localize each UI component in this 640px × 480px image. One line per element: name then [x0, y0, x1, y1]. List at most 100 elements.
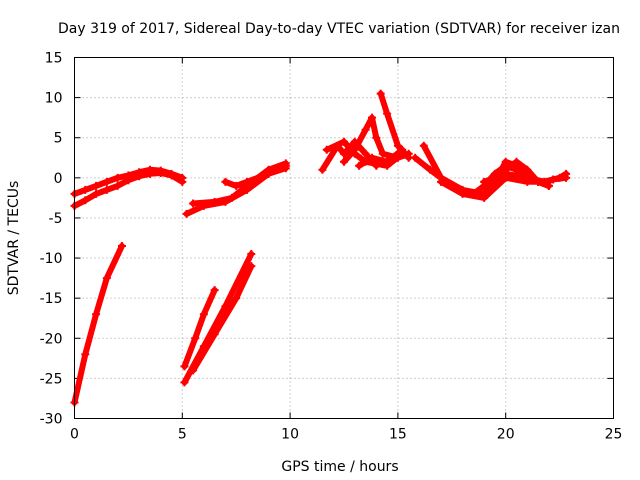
- y-tick-label: 5: [54, 131, 63, 147]
- data-point: [361, 125, 370, 134]
- data-point: [383, 157, 392, 166]
- data-point: [458, 189, 467, 198]
- plot-area: [70, 89, 571, 407]
- x-tick-label: 10: [281, 427, 299, 443]
- x-axis-label: GPS time / hours: [281, 459, 398, 475]
- data-point: [92, 189, 101, 198]
- data-point: [512, 157, 521, 166]
- x-tick-label: 20: [497, 427, 515, 443]
- y-tick-label: 10: [45, 91, 63, 107]
- axes: 0 5 10 15 20 25 -30 -25 -20 -15 -10 -5 0 5 10 15: [40, 51, 623, 443]
- data-point: [411, 153, 420, 162]
- data-series: [180, 286, 219, 371]
- data-point: [102, 185, 111, 194]
- y-tick-label: -25: [40, 371, 63, 387]
- x-tick-label: 5: [178, 427, 187, 443]
- series-trace: [190, 263, 255, 374]
- grid: [74, 57, 614, 419]
- data-point: [340, 149, 348, 158]
- data-point: [264, 169, 273, 178]
- data-point: [81, 185, 90, 194]
- data-point: [232, 294, 241, 303]
- data-point: [281, 164, 290, 173]
- data-point: [156, 169, 165, 178]
- data-point: [221, 177, 230, 186]
- y-tick-label: 0: [54, 171, 63, 187]
- y-tick-label: -15: [40, 291, 63, 307]
- data-point: [113, 181, 122, 190]
- data-point: [210, 286, 219, 295]
- data-point: [523, 173, 532, 182]
- data-point: [81, 196, 90, 205]
- data-series: [540, 173, 571, 186]
- data-point: [350, 145, 359, 154]
- y-tick-label: 15: [45, 51, 63, 67]
- data-point: [189, 366, 198, 375]
- data-point: [135, 172, 144, 181]
- x-tick-label: 15: [389, 427, 407, 443]
- data-point: [480, 177, 489, 186]
- data-point: [189, 199, 198, 208]
- data-point: [167, 171, 176, 180]
- data-point: [501, 157, 510, 166]
- data-point: [199, 310, 208, 319]
- series-trace: [323, 138, 406, 169]
- data-point: [562, 173, 571, 182]
- data-point: [210, 197, 219, 206]
- data-point: [501, 169, 510, 178]
- data-point: [361, 149, 370, 158]
- y-tick-label: -5: [49, 211, 63, 227]
- data-point: [368, 113, 377, 122]
- data-point: [124, 176, 133, 185]
- data-point: [92, 181, 101, 190]
- x-tick-label: 25: [605, 427, 623, 443]
- data-point: [145, 169, 154, 178]
- chart-title: Day 319 of 2017, Sidereal Day-to-day VTE…: [58, 21, 620, 37]
- data-series: [221, 164, 290, 190]
- data-point: [180, 362, 189, 371]
- data-point: [232, 181, 241, 190]
- data-series: [189, 262, 256, 375]
- y-tick-label: -10: [40, 251, 63, 267]
- data-point: [549, 175, 558, 184]
- data-point: [378, 149, 387, 158]
- series-trace: [71, 243, 125, 406]
- series-trace: [181, 287, 218, 370]
- data-point: [102, 177, 111, 186]
- data-point: [81, 350, 90, 359]
- data-point: [490, 181, 499, 190]
- data-point: [340, 157, 348, 166]
- data-point: [182, 209, 191, 218]
- data-point: [426, 165, 435, 174]
- data-point: [247, 262, 256, 271]
- y-axis-label: SDTVAR / TECUs: [6, 181, 22, 296]
- data-point: [372, 133, 381, 142]
- data-point: [540, 177, 549, 186]
- series-trace: [356, 146, 406, 169]
- data-point: [419, 141, 428, 150]
- data-series: [70, 242, 126, 407]
- data-point: [242, 177, 251, 186]
- data-series: [355, 145, 407, 170]
- data-point: [383, 109, 392, 118]
- plot-frame: [74, 57, 614, 419]
- data-point: [480, 189, 489, 198]
- data-point: [376, 89, 385, 98]
- data-point: [393, 141, 402, 150]
- data-point: [92, 310, 101, 319]
- y-tick-label: -30: [40, 412, 63, 428]
- data-series: [180, 250, 256, 387]
- data-point: [398, 145, 407, 154]
- data-point: [117, 242, 126, 251]
- data-point: [227, 193, 236, 202]
- data-point: [355, 161, 364, 170]
- data-point: [102, 274, 111, 283]
- data-point: [113, 173, 122, 182]
- data-point: [178, 177, 187, 186]
- data-point: [318, 165, 327, 174]
- y-tick-label: -20: [40, 331, 63, 347]
- data-point: [437, 177, 446, 186]
- data-point: [523, 165, 532, 174]
- data-point: [180, 378, 189, 387]
